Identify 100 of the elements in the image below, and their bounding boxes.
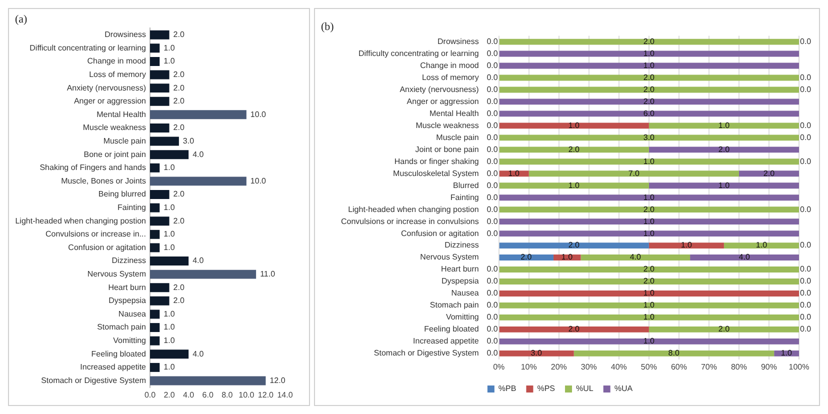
bar	[150, 30, 170, 40]
bar	[499, 290, 799, 296]
bar	[150, 123, 170, 132]
annotation: 0.0	[486, 96, 498, 106]
annotation: 0.0	[800, 324, 812, 334]
y-tick-label: Anxiety (nervousness)	[66, 83, 146, 92]
bar	[499, 314, 799, 320]
bar	[648, 146, 799, 153]
annotation: 2.0	[568, 240, 580, 250]
bar	[499, 194, 799, 201]
x-tick-label: 0.0	[144, 390, 156, 400]
annotation: 1.0	[780, 348, 793, 358]
annotation: 0.0	[486, 204, 498, 214]
y-tick-label: Convulsions or increase in convulsions	[340, 216, 479, 226]
data-label: 12.0	[270, 376, 286, 385]
bar	[150, 376, 266, 386]
bar	[150, 190, 170, 199]
data-label: 4.0	[192, 150, 204, 159]
annotation: 0.0	[486, 348, 498, 358]
bar	[150, 84, 170, 93]
bar	[499, 134, 799, 141]
annotation: 0.0	[486, 72, 498, 82]
bar	[690, 254, 799, 260]
y-tick-label: Bone or joint pain	[84, 150, 146, 159]
x-tick-label: 70%	[700, 362, 717, 372]
y-tick-label: Difficulty concentrating or learning	[358, 48, 479, 58]
y-tick-label: Anger or aggression	[74, 96, 146, 106]
annotation: 2.0	[643, 96, 656, 106]
x-tick-label: 0%	[493, 362, 505, 372]
x-tick-label: 30%	[580, 362, 597, 372]
y-tick-label: Nausea	[118, 309, 147, 318]
annotation: 6.0	[643, 108, 656, 118]
bar	[648, 122, 799, 129]
bar	[150, 110, 246, 120]
annotation: 2.0	[568, 324, 580, 334]
y-tick-label: Mental Health	[429, 108, 479, 118]
y-tick-label: Feeling bloated	[424, 324, 479, 334]
y-tick-label: Hands or finger shaking	[394, 156, 479, 166]
y-tick-label: Drowsiness	[438, 36, 479, 46]
annotation: 0.0	[486, 276, 498, 286]
bar	[499, 38, 799, 45]
annotation: 1.0	[643, 288, 656, 298]
data-label: 2.0	[173, 30, 185, 40]
annotation: 1.0	[718, 120, 730, 130]
annotation: 0.0	[486, 48, 498, 58]
y-tick-label: Nervous System	[420, 252, 480, 262]
data-label: 1.0	[164, 163, 176, 172]
annotation: 2.0	[643, 204, 656, 214]
annotation: 1.0	[568, 120, 580, 130]
bar	[499, 350, 574, 356]
annotation: 0.0	[486, 120, 498, 130]
bar	[738, 170, 799, 177]
annotation: 0.0	[800, 276, 812, 286]
data-label: 2.0	[173, 216, 185, 226]
annotation: 0.0	[800, 264, 812, 274]
data-label: 1.0	[164, 309, 176, 318]
y-tick-label: Increased appetite	[80, 362, 147, 372]
data-label: 1.0	[164, 230, 176, 239]
data-label: 2.0	[173, 282, 185, 292]
legend-label: %PB	[498, 384, 516, 394]
bar	[150, 163, 160, 172]
annotation: 1.0	[643, 216, 656, 226]
annotation: 0.0	[486, 156, 498, 166]
y-tick-label: Mental Health	[96, 110, 146, 119]
x-tick-label: 10%	[520, 362, 537, 372]
y-tick-label: Confusion or agitation	[68, 242, 146, 252]
y-tick-label: Anxiety (nervousness)	[400, 84, 480, 94]
annotation: 0.0	[800, 72, 812, 82]
bar	[499, 86, 799, 93]
bar	[150, 256, 189, 266]
annotation: 2.0	[643, 36, 656, 46]
y-tick-label: Fainting	[450, 192, 479, 202]
annotation: 0.0	[800, 300, 812, 310]
annotation: 0.0	[486, 84, 498, 94]
bar	[499, 302, 799, 308]
data-label: 10.0	[250, 110, 267, 119]
bar	[499, 50, 799, 57]
annotation: 2.0	[643, 84, 656, 94]
x-tick-label: 20%	[550, 362, 567, 372]
annotation: 1.0	[643, 156, 656, 166]
annotation: 1.0	[756, 240, 768, 250]
legend-label: %UA	[614, 384, 634, 394]
y-tick-label: Nervous System	[87, 270, 146, 279]
annotation: 0.0	[486, 312, 498, 322]
annotation: 0.0	[486, 36, 498, 46]
y-tick-label: Blurred	[453, 180, 479, 190]
y-tick-label: Convulsions or increase in...	[46, 230, 146, 239]
bar	[150, 296, 170, 306]
annotation: 1.0	[568, 180, 580, 190]
annotation: 4.0	[630, 252, 642, 262]
y-tick-label: Loss of memory	[89, 70, 146, 79]
y-tick-label: Stomach pain	[430, 300, 479, 310]
bar	[150, 216, 170, 226]
data-label: 4.0	[192, 256, 204, 266]
bar	[150, 203, 160, 212]
text: (b)	[321, 21, 334, 34]
bar	[499, 230, 799, 237]
bar	[499, 158, 799, 165]
y-tick-label: Stomach or Digestive System	[374, 348, 480, 358]
annotation: 2.0	[520, 252, 532, 262]
